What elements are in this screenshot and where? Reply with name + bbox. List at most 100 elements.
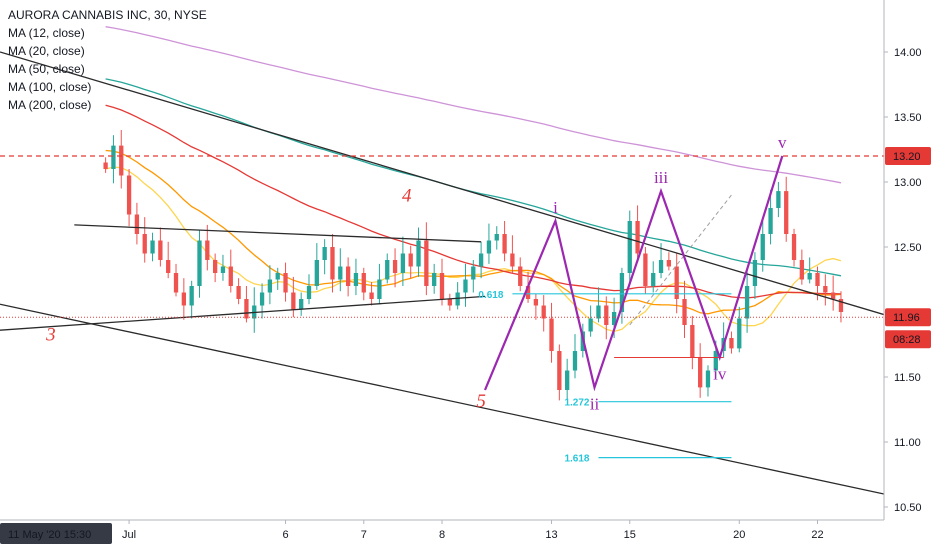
candle-body[interactable] xyxy=(173,273,179,293)
candle-body[interactable] xyxy=(776,191,781,208)
candle-body[interactable] xyxy=(119,145,124,176)
legend-ma100[interactable]: MA (100, close) xyxy=(8,80,92,94)
candle-body[interactable] xyxy=(322,247,327,260)
candle-body[interactable] xyxy=(541,305,546,319)
candle-body[interactable] xyxy=(823,286,828,293)
candle-body[interactable] xyxy=(345,266,351,287)
candle-body[interactable] xyxy=(166,260,171,273)
candle-body[interactable] xyxy=(353,273,359,286)
trendline-0[interactable] xyxy=(0,51,884,316)
candle-body[interactable] xyxy=(549,318,554,352)
candle-body[interactable] xyxy=(220,266,226,274)
candle-body[interactable] xyxy=(830,292,836,300)
trendline-3[interactable] xyxy=(0,295,486,331)
candle-body[interactable] xyxy=(752,260,758,286)
candle-body[interactable] xyxy=(588,318,593,332)
candle-body[interactable] xyxy=(682,299,687,325)
candle-body[interactable] xyxy=(275,273,280,280)
legend-ma20[interactable]: MA (20, close) xyxy=(8,44,85,58)
candle-body[interactable] xyxy=(392,260,398,273)
candle-body[interactable] xyxy=(635,221,640,254)
candle-body[interactable] xyxy=(744,286,750,319)
candle-body[interactable] xyxy=(385,260,390,280)
candle-body[interactable] xyxy=(455,292,460,306)
candle-body[interactable] xyxy=(729,338,734,349)
candle-body[interactable] xyxy=(447,299,452,306)
candle-body[interactable] xyxy=(267,279,273,293)
candle-body[interactable] xyxy=(205,240,210,261)
candle-body[interactable] xyxy=(259,292,265,306)
candle-body[interactable] xyxy=(651,273,656,286)
candle-body[interactable] xyxy=(572,351,578,371)
candle-body[interactable] xyxy=(698,357,703,388)
candle-body[interactable] xyxy=(557,351,562,390)
candle-body[interactable] xyxy=(838,299,844,312)
candle-body[interactable] xyxy=(666,260,672,267)
candle-body[interactable] xyxy=(690,325,695,358)
candle-body[interactable] xyxy=(330,247,335,280)
candle-body[interactable] xyxy=(463,279,468,293)
price-axis[interactable] xyxy=(884,0,932,550)
candle-body[interactable] xyxy=(471,266,476,280)
candle-body[interactable] xyxy=(674,266,679,300)
candle-body[interactable] xyxy=(705,370,711,388)
candle-body[interactable] xyxy=(768,208,773,234)
candle-body[interactable] xyxy=(432,273,437,286)
candle-body[interactable] xyxy=(643,253,648,287)
candle-body[interactable] xyxy=(306,286,312,299)
candle-body[interactable] xyxy=(314,260,319,286)
candle-body[interactable] xyxy=(299,299,304,310)
candle-body[interactable] xyxy=(103,162,108,170)
candle-body[interactable] xyxy=(486,240,492,254)
candle-body[interactable] xyxy=(361,273,366,293)
legend-ma50[interactable]: MA (50, close) xyxy=(8,62,85,76)
candle-body[interactable] xyxy=(111,145,116,169)
candle-body[interactable] xyxy=(134,214,140,235)
candle-body[interactable] xyxy=(283,273,288,293)
candle-body[interactable] xyxy=(518,266,523,287)
candle-body[interactable] xyxy=(815,273,820,286)
candle-body[interactable] xyxy=(416,240,421,267)
candle-body[interactable] xyxy=(737,318,742,349)
candle-body[interactable] xyxy=(228,266,233,287)
candle-body[interactable] xyxy=(424,240,429,287)
candle-body[interactable] xyxy=(494,234,499,241)
candle-body[interactable] xyxy=(525,286,531,299)
candle-body[interactable] xyxy=(244,299,249,319)
candle-body[interactable] xyxy=(619,273,625,312)
candle-body[interactable] xyxy=(236,286,241,299)
candle-body[interactable] xyxy=(338,266,343,280)
legend-ma12[interactable]: MA (12, close) xyxy=(8,26,85,40)
symbol-title[interactable]: AURORA CANNABIS INC, 30, NYSE xyxy=(8,8,207,22)
candle-body[interactable] xyxy=(510,253,515,267)
candle-body[interactable] xyxy=(189,286,194,306)
candle-body[interactable] xyxy=(408,253,413,267)
candle-body[interactable] xyxy=(533,299,539,306)
candle-body[interactable] xyxy=(478,253,484,267)
candle-body[interactable] xyxy=(439,273,445,299)
candle-body[interactable] xyxy=(565,370,570,391)
candle-body[interactable] xyxy=(197,240,202,287)
candle-body[interactable] xyxy=(212,260,218,273)
candle-body[interactable] xyxy=(369,292,374,300)
candle-body[interactable] xyxy=(784,191,789,234)
candle-body[interactable] xyxy=(142,234,147,254)
candle-body[interactable] xyxy=(611,312,617,325)
trendline-1[interactable] xyxy=(0,303,884,495)
candle-body[interactable] xyxy=(502,234,507,254)
candle-body[interactable] xyxy=(658,260,664,273)
candle-body[interactable] xyxy=(377,279,382,300)
candle-body[interactable] xyxy=(604,305,609,326)
candle-body[interactable] xyxy=(291,292,296,310)
candle-body[interactable] xyxy=(150,240,155,254)
legend-ma200[interactable]: MA (200, close) xyxy=(8,98,92,112)
candle-body[interactable] xyxy=(158,240,163,261)
candle-body[interactable] xyxy=(807,273,812,280)
candle-body[interactable] xyxy=(627,221,632,273)
candle-body[interactable] xyxy=(596,305,601,319)
candle-body[interactable] xyxy=(181,292,186,306)
trendline-2[interactable] xyxy=(74,224,482,243)
elliott-wave-path[interactable] xyxy=(483,155,784,392)
